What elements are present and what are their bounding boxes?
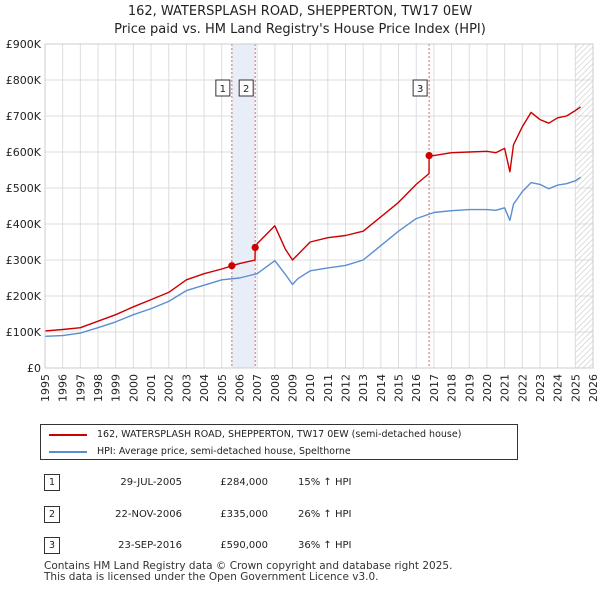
x-tick-label: 2003 <box>180 374 193 402</box>
x-tick-label: 2010 <box>304 374 317 402</box>
sale-label: 1 <box>220 84 226 95</box>
x-tick-label: 1996 <box>57 374 70 402</box>
footer: Contains HM Land Registry data © Crown c… <box>44 561 452 583</box>
sale-labels: 1 2 3 <box>215 79 428 97</box>
x-tick-label: 2014 <box>375 374 388 402</box>
sale-point <box>251 243 259 251</box>
y-tick-label: £0 <box>27 362 41 375</box>
x-tick-label: 2019 <box>463 374 476 402</box>
transaction-date: 23-SEP-2016 <box>118 540 182 551</box>
footer-license: This data is licensed under the Open Gov… <box>44 571 379 583</box>
forecast-hatch <box>575 44 593 368</box>
x-tick-label: 2006 <box>233 374 246 402</box>
x-tick-label: 2012 <box>340 374 353 402</box>
transaction-number: 1 <box>44 474 60 491</box>
x-tick-label: 2004 <box>198 374 211 402</box>
x-tick-label: 2000 <box>127 374 140 402</box>
sale-markers-lines <box>231 44 430 368</box>
legend-swatch-hpi <box>49 450 87 453</box>
price-chart: 1 2 3 £0 £100K £200K £300K £400K £500K £600K £700… <box>6 38 600 402</box>
sale-label-box <box>238 79 254 97</box>
y-tick-label: £400K <box>6 218 42 231</box>
x-tick-label: 2011 <box>322 374 335 402</box>
transaction-number: 2 <box>44 506 60 523</box>
legend-label-property: 162, WATERSPLASH ROAD, SHEPPERTON, TW17 … <box>97 429 462 440</box>
series-lines <box>44 106 581 337</box>
y-tick-label: £800K <box>6 74 42 87</box>
y-tick-label: £600K <box>6 146 42 159</box>
transaction-hpi: 26% ↑ HPI <box>298 509 352 520</box>
x-tick-label: 2013 <box>357 374 370 402</box>
legend-item-hpi: HPI: Average price, semi-detached house,… <box>49 443 351 460</box>
x-tick-label: 2015 <box>393 374 406 402</box>
plot-frame <box>44 43 594 369</box>
footer-copyright: Contains HM Land Registry data © Crown c… <box>44 560 453 572</box>
transaction-date: 29-JUL-2005 <box>120 477 182 488</box>
transaction-number: 3 <box>44 537 60 554</box>
plot-area <box>45 44 593 368</box>
y-tick-label: £900K <box>6 38 42 51</box>
hpi-line <box>44 176 581 337</box>
legend-item-property: 162, WATERSPLASH ROAD, SHEPPERTON, TW17 … <box>49 426 461 443</box>
chart-subtitle: Price paid vs. HM Land Registry's House … <box>114 22 486 37</box>
legend-label-hpi: HPI: Average price, semi-detached house,… <box>97 446 351 457</box>
chart-title: 162, WATERSPLASH ROAD, SHEPPERTON, TW17 … <box>127 4 473 19</box>
y-tick-label: £200K <box>6 290 42 303</box>
x-tick-label: 2025 <box>569 374 582 402</box>
x-tick-label: 2018 <box>446 374 459 402</box>
x-tick-label: 2023 <box>534 374 547 402</box>
legend: 162, WATERSPLASH ROAD, SHEPPERTON, TW17 … <box>40 424 518 460</box>
x-tick-label: 2026 <box>587 374 600 402</box>
x-tick-label: 1995 <box>39 374 52 402</box>
y-tick-label: £100K <box>6 326 42 339</box>
sale-label-box <box>215 79 231 97</box>
x-tick-label: 2024 <box>552 374 565 402</box>
sale-points <box>228 152 433 270</box>
transaction-date: 22-NOV-2006 <box>115 509 182 520</box>
x-tick-label: 1999 <box>110 374 123 402</box>
property-price-line <box>44 106 581 332</box>
transaction-price: £284,000 <box>220 477 268 488</box>
transaction-hpi: 36% ↑ HPI <box>298 540 352 551</box>
x-axis: 1995 1996 1997 1998 1999 2000 2001 2002 2003 2004… <box>39 374 600 402</box>
x-tick-label: 2020 <box>481 374 494 402</box>
x-tick-label: 2016 <box>410 374 423 402</box>
sale-label-box <box>412 79 428 97</box>
x-tick-label: 2005 <box>216 374 229 402</box>
transaction-price: £590,000 <box>220 540 268 551</box>
sale-label: 3 <box>417 84 423 95</box>
x-tick-label: 2002 <box>163 374 176 402</box>
transaction-hpi: 15% ↑ HPI <box>298 477 352 488</box>
legend-swatch-property <box>49 433 87 436</box>
y-tick-label: £500K <box>6 182 42 195</box>
x-tick-label: 2017 <box>428 374 441 402</box>
x-tick-label: 2007 <box>251 374 264 402</box>
transaction-price: £335,000 <box>220 509 268 520</box>
x-tick-label: 1998 <box>92 374 105 402</box>
sale-label: 2 <box>243 84 249 95</box>
x-tick-label: 1997 <box>74 374 87 402</box>
shaded-period <box>231 44 256 368</box>
x-tick-label: 2022 <box>516 374 529 402</box>
x-tick-label: 2021 <box>499 374 512 402</box>
y-tick-label: £300K <box>6 254 42 267</box>
sale-point <box>228 262 236 270</box>
sale-point <box>425 152 433 160</box>
y-axis: £0 £100K £200K £300K £400K £500K £600K £700K £80… <box>6 38 42 375</box>
y-tick-label: £700K <box>6 110 42 123</box>
x-tick-label: 2008 <box>269 374 282 402</box>
x-tick-label: 2009 <box>286 374 299 402</box>
x-tick-label: 2001 <box>145 374 158 402</box>
